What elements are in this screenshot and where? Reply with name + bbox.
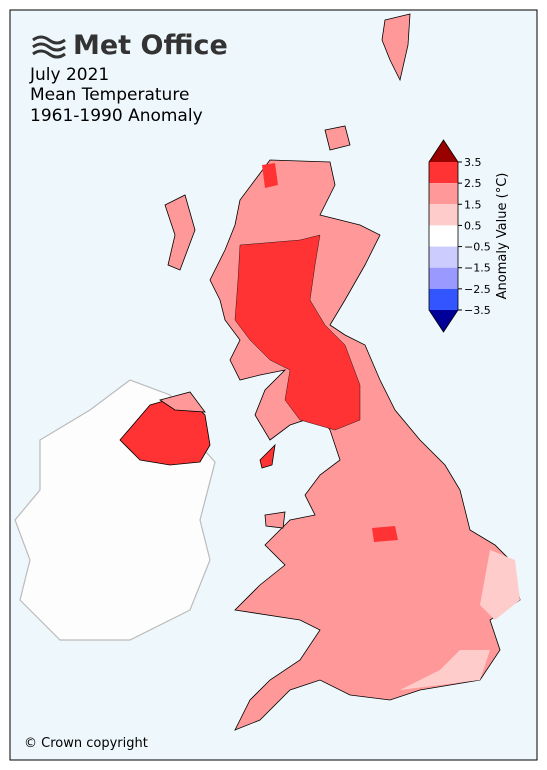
southeast-cool-area	[400, 650, 490, 690]
orkney	[324, 125, 351, 151]
colorbar-band	[429, 162, 458, 184]
colorbar-tick-label: 0.5	[464, 219, 482, 232]
colorbar-tick-label: 3.5	[464, 156, 482, 169]
colorbar-tick-label: 2.5	[464, 177, 482, 190]
colorbar-tick-label: −2.5	[464, 283, 491, 296]
colorbar-tick-label: −0.5	[464, 241, 491, 254]
colorbar-band	[429, 288, 458, 310]
ni-north-coast	[159, 391, 206, 413]
colorbar: 3.5 2.5 1.5 0.5 −0.5 −1.5 −2.5 −3.5 Anomaly Valu…	[428, 139, 510, 333]
east-cool-area	[480, 550, 520, 620]
colorbar-tick-label: −1.5	[464, 262, 491, 275]
isle-of-man	[259, 443, 276, 469]
hebrides	[164, 194, 196, 271]
colorbar-extend-top	[429, 140, 458, 162]
colorbar-band	[429, 225, 458, 247]
colorbar-extend-bottom	[429, 310, 458, 332]
colorbar-label: Anomaly Value (°C)	[495, 173, 510, 300]
colorbar-band	[429, 204, 458, 226]
north-hot-area	[262, 163, 278, 188]
colorbar-band	[429, 267, 458, 289]
copyright: © Crown copyright	[24, 736, 148, 751]
shetland	[381, 13, 411, 82]
northern-ireland	[119, 394, 211, 466]
colorbar-tick-label: 1.5	[464, 198, 482, 211]
colorbar-band	[429, 183, 458, 205]
title-line: 1961-1990 Anomaly	[30, 106, 203, 126]
logo-icon	[32, 35, 66, 59]
colorbar-band	[429, 246, 458, 268]
logo-text: Met Office	[73, 30, 228, 61]
title-line: Mean Temperature	[30, 85, 189, 105]
scotland-hot-area	[234, 234, 361, 431]
colorbar-tick-label: −3.5	[464, 304, 491, 317]
anglesey	[264, 511, 286, 529]
title-line: July 2021	[29, 65, 109, 85]
midlands-hot-area	[372, 526, 398, 542]
